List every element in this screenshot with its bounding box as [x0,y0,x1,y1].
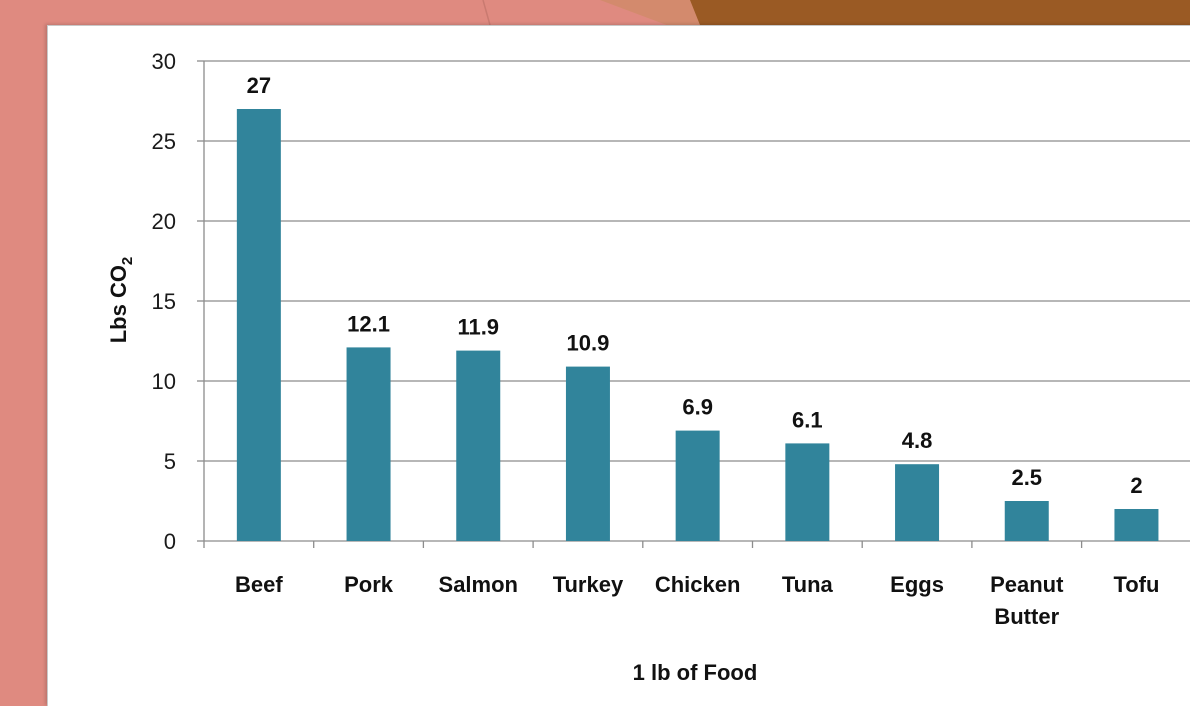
data-label: 2.5 [1011,465,1042,490]
x-tick-label: Turkey [553,572,624,597]
x-tick-label: Salmon [439,572,518,597]
data-label: 6.9 [682,395,713,420]
data-label: 6.1 [792,407,823,432]
y-tick-label: 5 [164,449,176,474]
bar [675,430,720,541]
data-label: 4.8 [902,428,933,453]
background-shape-brown [690,0,1190,25]
y-tick-label: 20 [152,209,176,234]
y-tick-label: 25 [152,129,176,154]
y-axis-title-subscript: 2 [119,257,136,265]
bar [565,366,610,541]
background-divider-line [482,0,491,26]
data-label: 10.9 [567,331,610,356]
x-tick-label: Eggs [890,572,944,597]
bar [346,347,391,541]
slide-background [482,0,1190,30]
y-tick-label: 15 [152,289,176,314]
y-axis-title-main: Lbs CO [106,265,131,343]
data-label: 27 [247,73,271,98]
data-label: 2 [1130,473,1142,498]
bar [456,350,501,541]
bar [1004,501,1049,541]
x-tick-label: Pork [344,572,394,597]
bar [236,109,281,541]
bar [1114,509,1159,541]
y-tick-label: 30 [152,49,176,74]
y-tick-label: 10 [152,369,176,394]
x-tick-label: Beef [235,572,283,597]
x-tick-label: Chicken [655,572,741,597]
y-tick-label: 0 [164,529,176,554]
x-axis-title: 1 lb of Food [633,660,758,685]
bar [895,464,940,541]
data-label: 12.1 [347,311,390,336]
bar [785,443,830,541]
x-tick-label: Peanut Butter [990,572,1064,629]
x-tick-label: Tuna [782,572,834,597]
labels: 0 5 10 15 20 25 30 27 Beef 12.1 Pork 11.9 Salmon 10.9… [152,49,1160,629]
y-axis-title: Lbs CO2 [106,257,136,344]
bar-chart: 0 5 10 15 20 25 30 27 Beef 12.1 Pork 11.9 Salmon 10.9… [106,49,1190,685]
bars [236,109,1159,541]
x-tick-label: Tofu [1113,572,1159,597]
data-label: 11.9 [457,315,499,340]
